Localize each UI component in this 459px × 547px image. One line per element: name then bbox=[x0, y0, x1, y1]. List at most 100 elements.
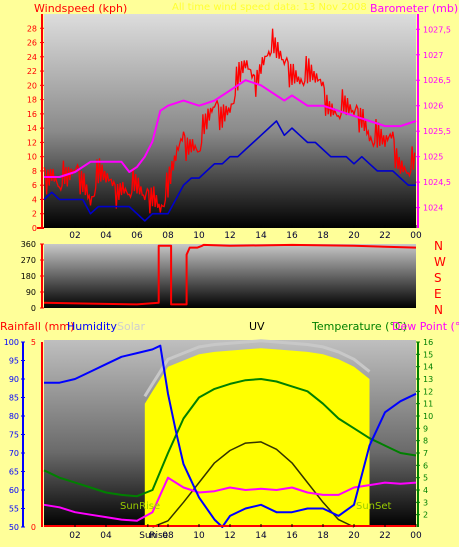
wind-x-tick-label: 06 bbox=[131, 231, 143, 241]
rainfall-header: Rainfall (mm) bbox=[0, 320, 74, 333]
windspeed-tick-label: 28 bbox=[27, 24, 37, 33]
windspeed-tick-label: 18 bbox=[27, 96, 37, 105]
barometer-tick-label: 1025 bbox=[423, 153, 443, 162]
windspeed-tick-label: 0 bbox=[32, 224, 37, 233]
wind-x-tick-label: 04 bbox=[100, 231, 112, 241]
climate-x-tick-label: 10 bbox=[193, 531, 205, 541]
barometer-tick-label: 1027 bbox=[423, 51, 443, 60]
compass-e: E bbox=[434, 287, 442, 301]
solar-header: Solar bbox=[117, 320, 146, 333]
direction-plot-background bbox=[44, 244, 416, 308]
dewpoint-line bbox=[43, 476, 417, 522]
rainfall-y-axis: 05 bbox=[31, 338, 43, 532]
wind-speed-panel: Windspeed (kph) All time wind speed data… bbox=[27, 2, 458, 241]
temperature-tick-label: 14 bbox=[423, 363, 433, 372]
uv-line bbox=[152, 441, 355, 528]
compass-w: W bbox=[434, 255, 446, 269]
compass-n-top: N bbox=[434, 239, 443, 253]
humidity-tick-label: 65 bbox=[9, 468, 19, 477]
humidity-y-axis: 50 55 60 65 70 75 80 85 90 95 100 bbox=[4, 338, 25, 532]
temperature-tick-label: 10 bbox=[423, 412, 433, 421]
wind-x-tick-label: 14 bbox=[255, 231, 267, 241]
windspeed-tick-label: 24 bbox=[27, 53, 37, 62]
climate-x-tick-label: 04 bbox=[100, 531, 112, 541]
compass-s: S bbox=[434, 271, 442, 285]
solar-area bbox=[144, 348, 370, 527]
temperature-tick-label: 6 bbox=[423, 461, 428, 470]
humidity-tick-label: 60 bbox=[9, 486, 19, 495]
temperature-y-axis: 2 3 4 5 6 7 8 9 10 11 12 13 14 15 16 bbox=[416, 338, 433, 527]
windspeed-tick-label: 20 bbox=[27, 81, 37, 90]
humidity-tick-label: 75 bbox=[9, 431, 19, 440]
solar-max-line bbox=[143, 339, 371, 398]
climate-x-tick-label: 16 bbox=[286, 531, 298, 541]
temperature-tick-label: 11 bbox=[423, 400, 433, 409]
wind-series-group bbox=[43, 28, 417, 222]
direction-tick-label: 180 bbox=[21, 272, 36, 281]
windspeed-tick-label: 14 bbox=[27, 124, 37, 133]
humidity-header: Humidity bbox=[67, 320, 117, 333]
direction-tick-label: 270 bbox=[21, 256, 36, 265]
temperature-tick-label: 7 bbox=[423, 449, 428, 458]
climate-x-tick-label: 12 bbox=[224, 531, 235, 541]
windspeed-tick-label: 4 bbox=[32, 195, 37, 204]
barometer-tick-label: 1026 bbox=[423, 102, 443, 111]
humidity-tick-label: 80 bbox=[9, 412, 19, 421]
rainfall-tick-label: 0 bbox=[31, 523, 36, 532]
windspeed-tick-label: 22 bbox=[27, 67, 37, 76]
temperature-tick-label: 16 bbox=[423, 338, 433, 347]
windspeed-tick-label: 16 bbox=[27, 110, 37, 119]
wind-direction-line bbox=[43, 243, 417, 306]
dewpoint-header: Dew Point (°C bbox=[392, 320, 459, 333]
sunrise-annotation: SunRise bbox=[120, 501, 160, 512]
temperature-tick-label: 5 bbox=[423, 474, 428, 483]
climate-x-tick-label: 02 bbox=[69, 531, 80, 541]
barometer-tick-label: 1027,5 bbox=[423, 25, 451, 34]
windspeed-tick-label: 10 bbox=[27, 153, 37, 162]
temperature-header: Temperature (°C) bbox=[311, 320, 407, 333]
direction-tick-label: 360 bbox=[21, 240, 36, 249]
climate-x-tick-label: 00 bbox=[410, 531, 422, 541]
windspeed-tick-label: 12 bbox=[27, 138, 37, 147]
climate-x-tick-label: Rise bbox=[149, 531, 168, 541]
temperature-tick-label: 8 bbox=[423, 437, 428, 446]
windspeed-line bbox=[43, 28, 416, 214]
rainfall-tick-label: 5 bbox=[31, 338, 36, 347]
humidity-tick-label: 90 bbox=[9, 375, 19, 384]
wind-x-axis: 02 04 06 08 10 12 14 16 18 20 22 00 bbox=[69, 225, 422, 241]
temperature-tick-label: 3 bbox=[423, 498, 428, 507]
wind-x-tick-label: 18 bbox=[317, 231, 329, 241]
temperature-tick-label: 12 bbox=[423, 387, 433, 396]
humidity-tick-label: 85 bbox=[9, 394, 19, 403]
direction-y-axis: 0 90 180 270 360 bbox=[21, 240, 44, 313]
temperature-tick-label: 15 bbox=[423, 350, 433, 359]
barometer-line bbox=[44, 79, 417, 178]
humidity-tick-label: 55 bbox=[9, 505, 19, 514]
direction-tick-label: 90 bbox=[26, 288, 36, 297]
temperature-tick-label: 13 bbox=[423, 375, 433, 384]
temperature-tick-label: 4 bbox=[423, 486, 428, 495]
climate-x-tick-label: Sun bbox=[139, 531, 156, 541]
wind-direction-panel: 0 90 180 270 360 N W S E N bbox=[21, 239, 446, 317]
wind-x-tick-label: 22 bbox=[379, 231, 390, 241]
temperature-tick-label: 2 bbox=[423, 511, 428, 520]
direction-tick-label: 0 bbox=[31, 304, 36, 313]
barometer-axis-label: Barometer (mb) bbox=[370, 2, 458, 15]
temperature-tick-label: 9 bbox=[423, 424, 428, 433]
wind-x-tick-label: 08 bbox=[162, 231, 174, 241]
windspeed-tick-label: 6 bbox=[32, 181, 37, 190]
sunset-annotation: SunSet bbox=[356, 501, 392, 512]
windspeed-tick-label: 8 bbox=[32, 167, 37, 176]
windspeed-tick-label: 2 bbox=[32, 210, 37, 219]
temperature-line bbox=[43, 378, 417, 498]
wind-x-tick-label: 12 bbox=[224, 231, 235, 241]
panel1-title: All time wind speed data: 13 Nov 2008 bbox=[172, 2, 367, 13]
climate-x-tick-label: 14 bbox=[255, 531, 267, 541]
wind-x-tick-label: 10 bbox=[193, 231, 205, 241]
humidity-line bbox=[44, 344, 417, 528]
humidity-tick-label: 70 bbox=[9, 449, 19, 458]
humidity-tick-label: 50 bbox=[9, 523, 19, 532]
